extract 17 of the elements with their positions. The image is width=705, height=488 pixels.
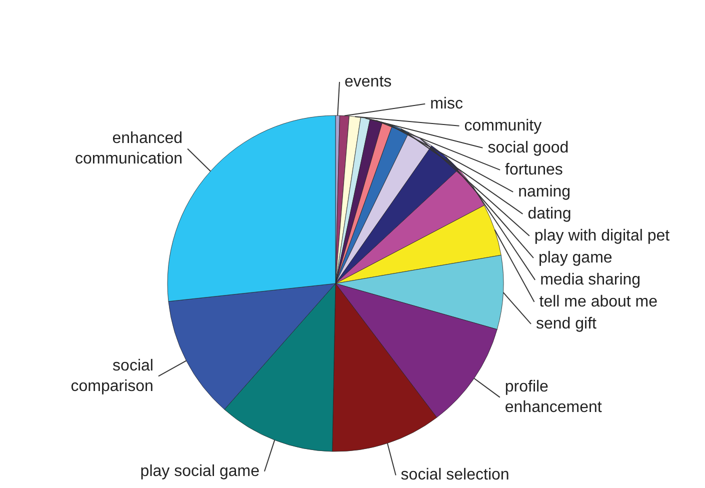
slice-label: fortunes <box>505 161 563 178</box>
slice-label: misc <box>430 95 463 112</box>
slice-label: media sharing <box>540 271 641 288</box>
slice-label: naming <box>518 183 571 200</box>
slice-label: events <box>344 73 392 90</box>
slice-label: tell me about me <box>539 293 658 310</box>
slice-label: social comparison <box>70 357 154 395</box>
slice-label: send gift <box>536 315 598 332</box>
slice-label: dating <box>528 205 572 222</box>
slice-label: social good <box>488 139 569 156</box>
slice-label: play game <box>538 249 612 266</box>
slice-label: community <box>464 117 542 134</box>
slice-label: play social game <box>140 462 260 480</box>
slice-label: play with digital pet <box>534 227 670 244</box>
slice-label: enhanced communication <box>74 130 183 168</box>
slice-label: profile enhancement <box>504 378 602 416</box>
slice-label: social selection <box>400 466 510 484</box>
